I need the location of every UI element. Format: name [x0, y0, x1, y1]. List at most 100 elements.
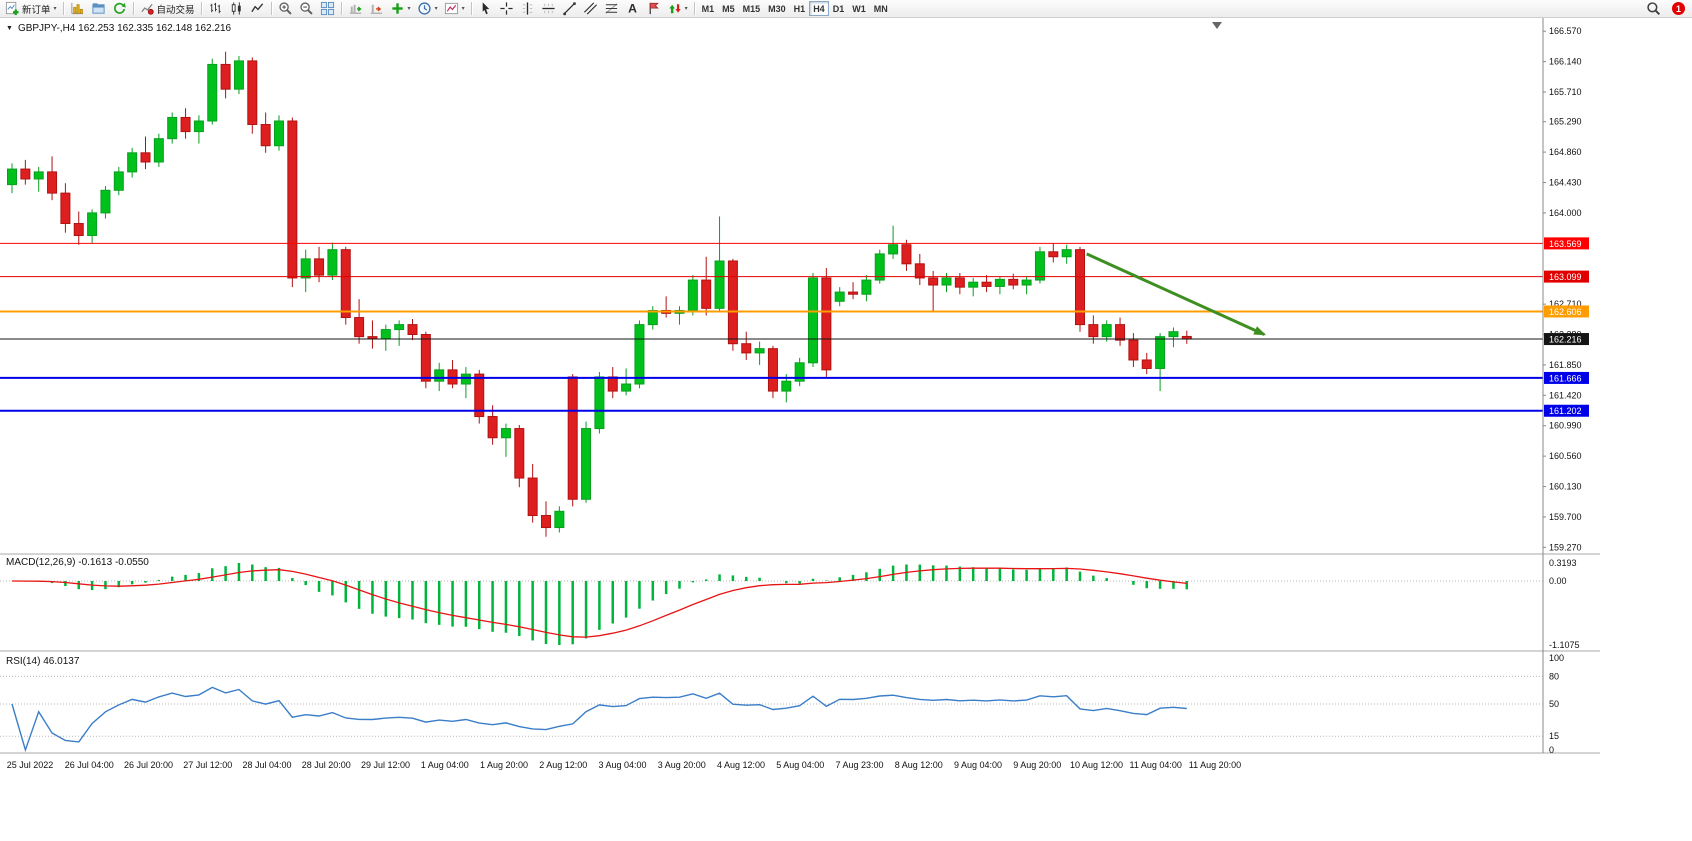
line-chart-button[interactable]	[247, 1, 268, 17]
candle-body	[87, 212, 98, 237]
price-axis-label: 164.860	[1549, 147, 1582, 157]
templates-icon	[444, 1, 459, 16]
cursor-button[interactable]	[475, 1, 496, 17]
bar-chart-button[interactable]	[205, 1, 226, 17]
tf-d1-button[interactable]: D1	[829, 1, 849, 16]
macd-pane[interactable]	[0, 563, 1543, 645]
tf-w1-button[interactable]: W1	[848, 1, 870, 16]
price-axis-label: 164.430	[1549, 178, 1582, 188]
vertical-line-button[interactable]	[517, 1, 538, 17]
candle-body	[233, 60, 244, 90]
candle-body	[127, 152, 138, 173]
candle-body	[741, 343, 752, 354]
text-label-button[interactable]	[643, 1, 664, 17]
candle-body	[1061, 249, 1072, 258]
chart-symbol-title: ▼ GBPJPY-,H4 162.253 162.335 162.148 162…	[6, 23, 231, 34]
candle-body	[340, 249, 351, 319]
crosshair-button[interactable]	[496, 1, 517, 17]
trend-arrow[interactable]	[1086, 252, 1265, 336]
candle-body	[727, 260, 738, 345]
candle-body	[594, 376, 605, 430]
trendline-icon	[562, 1, 577, 16]
candle-body	[247, 60, 258, 126]
chart-shift-icon	[369, 1, 384, 16]
candlestick-series	[7, 51, 1192, 537]
rsi-pane[interactable]	[0, 675, 1543, 753]
new-order-button[interactable]: 新订单 ▾	[2, 1, 60, 17]
candle-body	[514, 428, 525, 479]
zoom-in-icon	[278, 1, 293, 16]
horizontal-line-icon	[541, 1, 556, 16]
toolbar-separator	[340, 2, 342, 15]
candle-body	[687, 279, 698, 311]
cursor-icon	[478, 1, 493, 16]
tf-h1-button[interactable]: H1	[790, 1, 810, 16]
one-click-trading-toggle[interactable]: ▼	[6, 25, 13, 32]
time-axis[interactable]: 25 Jul 2022 26 Jul 04:00 26 Jul 20:00 27 Ju…	[7, 760, 1241, 770]
candle-body	[1048, 251, 1059, 258]
candle-body	[1008, 278, 1019, 286]
candle-body	[500, 428, 511, 439]
text-button[interactable]: A	[622, 1, 643, 17]
dropdown-arrow-icon: ▾	[53, 6, 57, 12]
tf-m30-button[interactable]: M30	[764, 1, 790, 16]
macd-indicator-title: MACD(12,26,9) -0.1613 -0.0550	[6, 557, 149, 568]
arrows-button[interactable]: ▾	[664, 1, 691, 17]
price-label-box-163.569	[1544, 237, 1589, 250]
tf-mn-button[interactable]: MN	[870, 1, 892, 16]
candle-body	[968, 281, 979, 288]
price-label-box-163.099	[1544, 270, 1589, 283]
candle-body	[647, 309, 658, 326]
new-chart-button[interactable]	[67, 1, 88, 17]
profiles-button[interactable]	[88, 1, 109, 17]
time-axis-label: 2 Aug 12:00	[539, 760, 587, 770]
price-axis-label: 161.850	[1549, 360, 1582, 370]
toolbar-separator	[200, 2, 202, 15]
fibonacci-button[interactable]	[601, 1, 622, 17]
tf-m1-button[interactable]: M1	[698, 1, 719, 16]
search-button[interactable]	[1643, 1, 1664, 17]
candle-body	[701, 279, 712, 309]
zoom-in-button[interactable]	[275, 1, 296, 17]
candle-body	[994, 278, 1005, 287]
price-axis[interactable]: 166.570 166.140 165.710 165.290 164.860 164.4…	[1542, 18, 1589, 755]
candle-body	[287, 120, 298, 279]
candle-body	[153, 138, 164, 163]
chart-shift-button[interactable]	[366, 1, 387, 17]
refresh-icon	[112, 1, 127, 16]
tf-h4-button[interactable]: H4	[809, 1, 829, 16]
tile-windows-button[interactable]	[317, 1, 338, 17]
chart-shift-marker[interactable]	[1212, 22, 1222, 29]
equidistant-channel-button[interactable]	[580, 1, 601, 17]
tf-m15-button[interactable]: M15	[739, 1, 765, 16]
candle-body	[714, 260, 725, 309]
candle-body	[220, 63, 231, 90]
auto-scroll-button[interactable]	[345, 1, 366, 17]
text-icon: A	[625, 1, 640, 16]
templates-button[interactable]: ▾	[441, 1, 468, 17]
candle-body	[874, 253, 885, 281]
horizontal-line-button[interactable]	[538, 1, 559, 17]
trendline-button[interactable]	[559, 1, 580, 17]
time-axis-label: 27 Jul 12:00	[183, 760, 232, 770]
tf-m5-button[interactable]: M5	[718, 1, 739, 16]
main-price-pane[interactable]	[0, 51, 1543, 537]
autotrading-button[interactable]: 自动交易	[137, 1, 198, 17]
candle-body	[207, 63, 218, 122]
candle-body	[33, 171, 44, 180]
notification-badge[interactable]: 1	[1672, 2, 1685, 15]
candle-body	[367, 336, 378, 340]
candle-body	[941, 277, 952, 286]
candle-body	[621, 383, 632, 392]
time-axis-label: 11 Aug 20:00	[1189, 760, 1241, 770]
refresh-button[interactable]	[109, 1, 130, 17]
candlestick-chart-button[interactable]	[226, 1, 247, 17]
candle-body	[1168, 331, 1179, 338]
periods-button[interactable]: ▾	[414, 1, 441, 17]
indicators-button[interactable]: ▾	[387, 1, 414, 17]
time-axis-label: 3 Aug 20:00	[658, 760, 706, 770]
toolbar-separator	[62, 2, 64, 15]
zoom-out-button[interactable]	[296, 1, 317, 17]
candle-body	[420, 334, 431, 382]
